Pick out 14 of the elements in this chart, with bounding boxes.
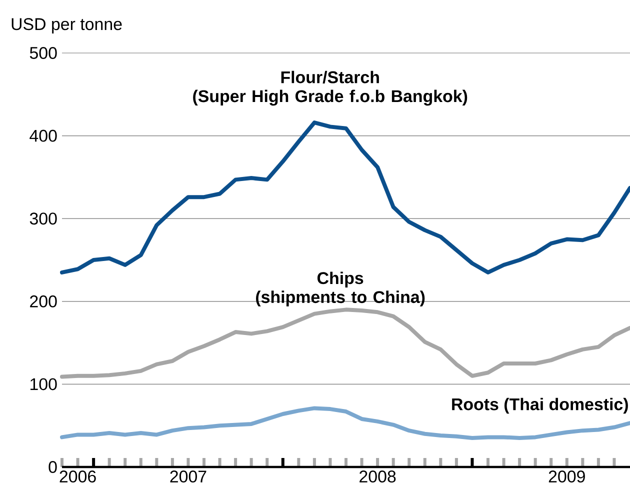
x-tick-label: 2006: [60, 470, 96, 483]
x-tick-label: 2008: [360, 470, 396, 483]
y-axis-title: USD per tonne: [12, 18, 122, 34]
y-tick-label: 400: [30, 130, 57, 142]
series-label: Roots (Thai domestic): [452, 398, 628, 414]
y-tick-label: 100: [30, 378, 57, 390]
x-tick-label: 2009: [548, 470, 585, 483]
y-tick-label: 300: [30, 212, 57, 225]
text: Flour/Starch (Super High Grade f.o.b Bangkok): [193, 70, 468, 106]
y-tick-label: 200: [30, 295, 57, 308]
y-tick-label: 500: [30, 47, 57, 59]
x-tick-label: 2007: [170, 470, 206, 483]
series-label: Chips (shipments to China): [256, 272, 425, 306]
y-tick-label: 0: [48, 461, 57, 473]
